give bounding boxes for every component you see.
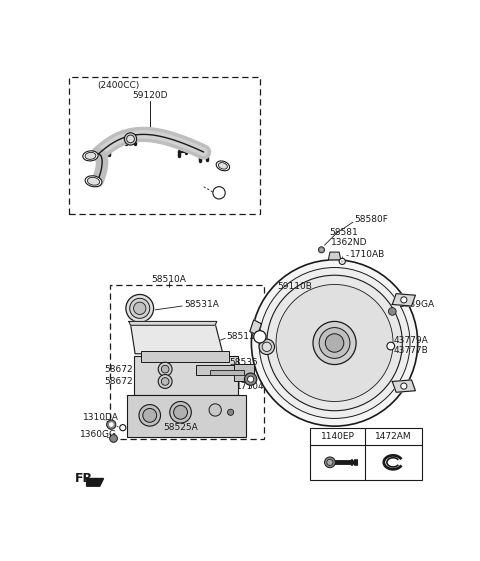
Text: 43777B: 43777B [394,346,429,355]
Circle shape [339,258,345,264]
Polygon shape [129,321,217,325]
Text: 1339GA: 1339GA [398,300,434,309]
Circle shape [109,422,114,427]
Text: 58535: 58535 [229,358,258,367]
Circle shape [174,406,188,419]
Circle shape [324,457,336,468]
Circle shape [320,249,323,251]
Circle shape [244,373,257,385]
Text: 58510A: 58510A [152,274,186,283]
Ellipse shape [216,161,229,171]
Circle shape [107,420,116,429]
Bar [310,427,421,480]
Circle shape [143,408,156,422]
Circle shape [110,435,118,442]
Text: A: A [257,332,263,341]
Circle shape [139,404,160,426]
Ellipse shape [87,177,100,185]
Circle shape [259,268,410,419]
Bar [69,77,260,214]
Circle shape [319,328,350,358]
Text: (2400CC): (2400CC) [97,81,140,90]
Text: 43779A: 43779A [394,336,429,345]
Circle shape [401,297,407,303]
Text: 1360GG: 1360GG [80,430,117,439]
Polygon shape [250,320,262,335]
Circle shape [276,284,393,402]
Text: FR.: FR. [75,472,98,485]
Text: 58525A: 58525A [163,423,198,432]
Text: 1140EP: 1140EP [321,431,355,440]
Circle shape [124,133,137,145]
Text: 17104: 17104 [236,383,264,392]
Circle shape [267,275,402,411]
Circle shape [401,383,407,389]
Polygon shape [328,252,341,260]
Circle shape [127,135,134,143]
Circle shape [259,339,275,355]
Polygon shape [86,479,104,486]
Bar [134,356,238,394]
Circle shape [161,378,169,385]
Text: 58672: 58672 [104,365,133,374]
Bar [110,285,264,439]
Circle shape [170,402,192,423]
Circle shape [313,321,356,365]
Circle shape [161,365,169,373]
Ellipse shape [83,151,98,161]
Circle shape [262,342,271,351]
Polygon shape [392,380,415,392]
Text: 1310DA: 1310DA [84,413,119,422]
Circle shape [254,330,266,343]
Circle shape [341,260,344,263]
Circle shape [325,334,344,352]
Ellipse shape [218,163,228,169]
Bar [196,365,242,375]
Ellipse shape [85,176,102,187]
Circle shape [388,307,396,315]
Text: 1710AB: 1710AB [350,250,385,259]
Text: 1362ND: 1362ND [331,238,367,247]
Text: 58580F: 58580F [354,215,388,224]
Text: 59110B: 59110B [277,282,312,291]
Text: 1472AM: 1472AM [375,431,411,440]
Text: 58511A: 58511A [227,332,262,341]
Circle shape [126,295,154,322]
Bar [141,351,229,362]
Text: 59120D: 59120D [132,91,168,100]
Text: 58531A: 58531A [184,300,219,309]
Circle shape [252,260,418,426]
Circle shape [120,425,126,431]
Polygon shape [131,324,223,354]
Circle shape [248,376,254,382]
Text: A: A [216,188,222,197]
Circle shape [158,362,172,376]
Circle shape [130,298,150,318]
Text: 58672: 58672 [104,377,133,386]
Ellipse shape [85,153,96,159]
Circle shape [228,409,234,415]
Bar [210,370,244,375]
Circle shape [387,342,395,350]
Circle shape [158,375,172,388]
Circle shape [327,459,333,466]
Bar [234,364,254,381]
Polygon shape [392,294,415,306]
Circle shape [133,302,146,315]
Circle shape [318,247,324,253]
Circle shape [209,404,221,416]
Text: 58581: 58581 [329,228,358,237]
Circle shape [213,187,225,199]
Bar [127,394,246,437]
